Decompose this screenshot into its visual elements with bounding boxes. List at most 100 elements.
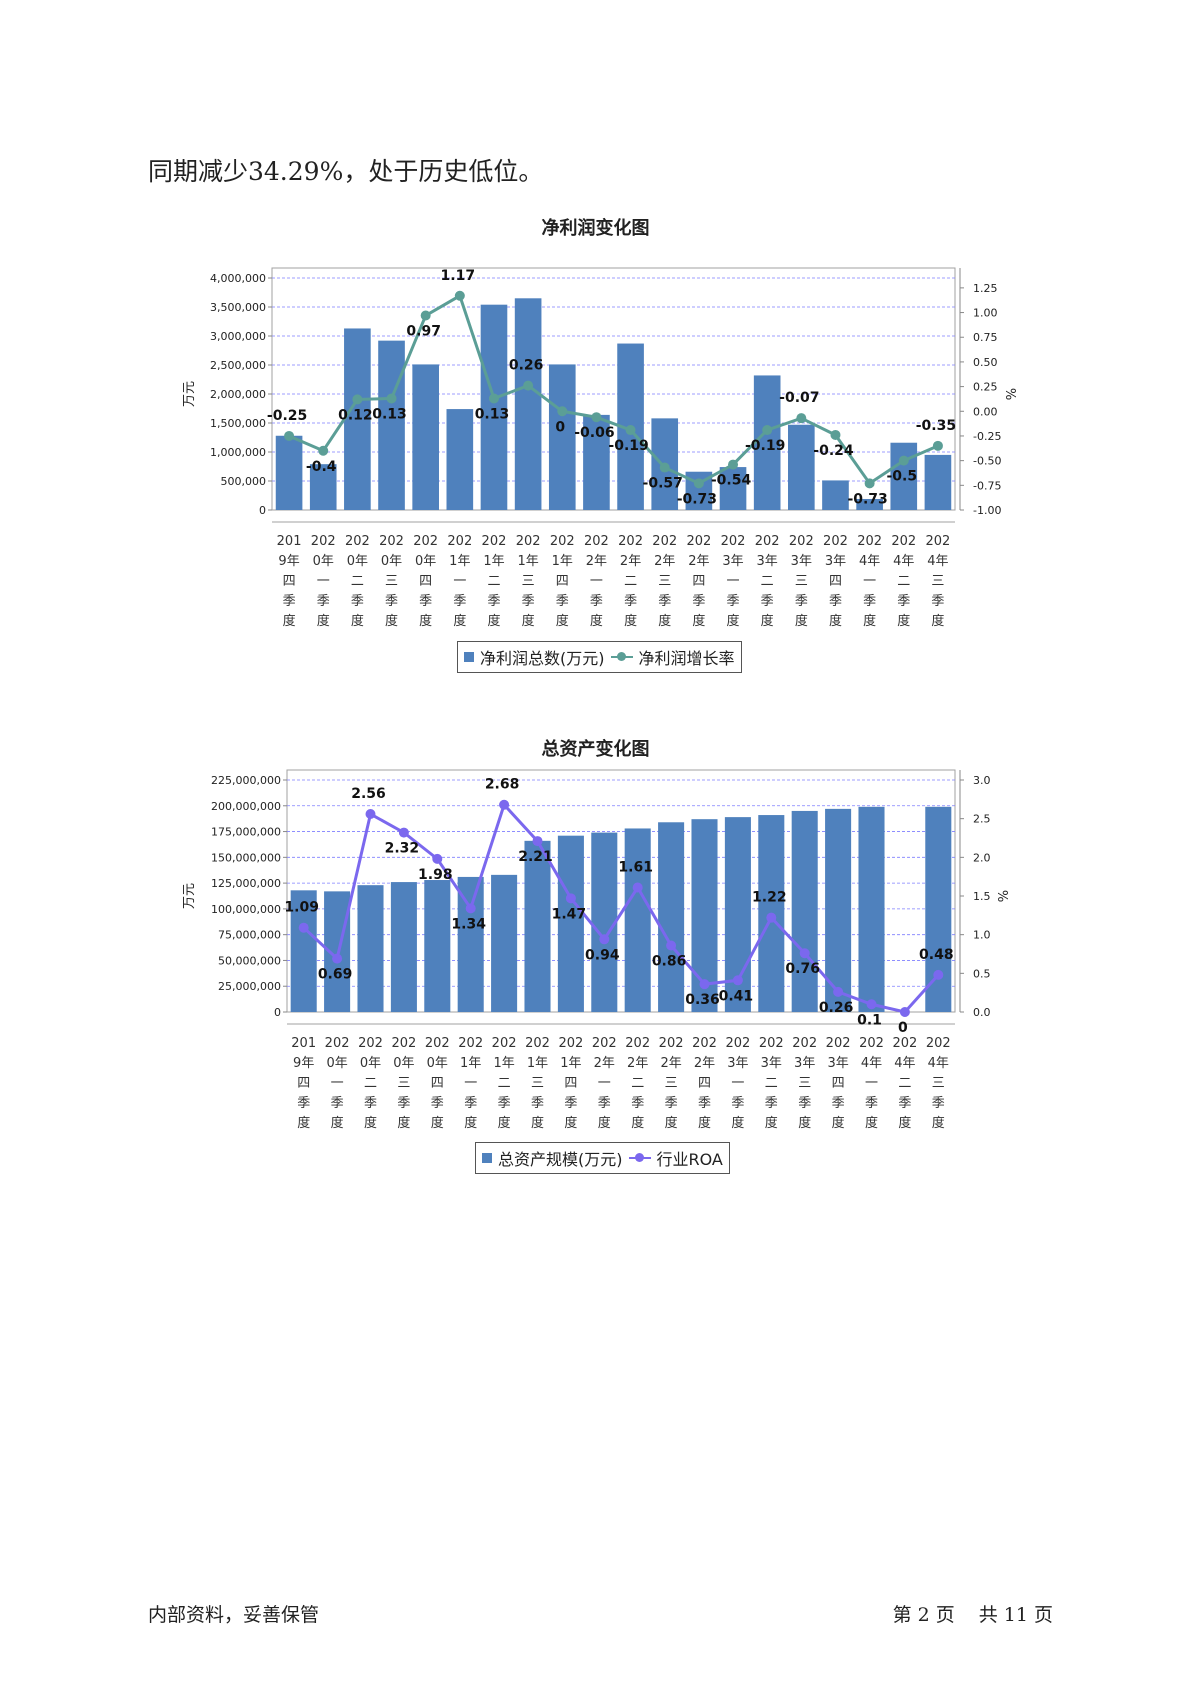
data-label: -0.4 — [306, 459, 337, 475]
category-label: 202 2年一季度 — [592, 1036, 617, 1131]
category-label: 202 2年四季度 — [692, 1036, 717, 1131]
line-point — [532, 836, 543, 847]
data-label: 0.48 — [919, 947, 954, 963]
category-label: 202 2年二季度 — [625, 1036, 650, 1131]
data-label: -0.73 — [847, 491, 887, 507]
bar — [791, 810, 818, 1012]
data-label: 0.94 — [585, 947, 620, 963]
bar — [378, 340, 405, 510]
legend-line-swatch — [628, 1152, 651, 1164]
left-axis-title: 万元 — [182, 883, 197, 909]
bar — [856, 498, 883, 510]
data-label: 1.98 — [418, 867, 453, 883]
data-label: 0.1 — [857, 1012, 882, 1028]
right-axis-tick-label: -0.75 — [973, 479, 1001, 492]
left-axis-tick-label: 225,000,000 — [211, 774, 281, 787]
category-label: 202 0年二季度 — [358, 1036, 383, 1131]
category-label: 202 1年四季度 — [558, 1036, 583, 1131]
left-axis-tick-label: 1,500,000 — [210, 417, 266, 430]
category-label: 202 4年一季度 — [857, 534, 882, 629]
footer-page-info: 第 2 页 共 11 页 — [893, 1600, 1053, 1627]
line-point — [766, 912, 777, 923]
left-axis-tick-label: 200,000,000 — [211, 800, 281, 813]
line-point — [565, 893, 576, 904]
bar — [719, 467, 747, 510]
bar — [583, 414, 610, 510]
bar — [446, 409, 474, 510]
category-label: 202 4年二季度 — [892, 1036, 917, 1131]
data-label: 1.09 — [284, 900, 319, 916]
line-point — [899, 1007, 910, 1017]
data-label: 1.34 — [451, 916, 486, 932]
right-axis-tick-label: 1.25 — [973, 282, 998, 295]
category-label: 202 3年三季度 — [792, 1036, 817, 1131]
data-label: 0.26 — [819, 1000, 854, 1016]
category-label: 202 1年一季度 — [458, 1036, 483, 1131]
series-line — [288, 293, 939, 486]
line-point — [318, 445, 329, 456]
line-point — [762, 425, 773, 436]
category-label: 202 1年三季度 — [516, 534, 541, 629]
data-label: 0.13 — [475, 406, 510, 422]
category-label: 202 1年三季度 — [525, 1036, 550, 1131]
bar — [309, 464, 337, 510]
line-point — [898, 455, 909, 466]
line-point — [298, 922, 309, 933]
data-label: 0.97 — [406, 324, 441, 340]
line-point — [332, 953, 343, 964]
data-label: -0.24 — [813, 443, 854, 459]
bar — [480, 304, 508, 510]
category-label: 202 4年二季度 — [891, 534, 916, 629]
line-point — [499, 799, 510, 810]
right-axis-tick-label: 2.5 — [973, 813, 991, 826]
line-point — [732, 975, 743, 986]
data-label: 0.41 — [719, 988, 754, 1004]
line-point — [365, 809, 376, 820]
data-label: 0.12 — [338, 407, 373, 423]
right-axis-title: % — [1005, 388, 1020, 400]
line-point — [599, 934, 610, 945]
right-axis-tick-label: 0.5 — [973, 967, 991, 980]
category-label: 202 4年三季度 — [926, 534, 951, 629]
legend-line-label: 净利润增长率 — [638, 649, 735, 668]
line-point — [866, 999, 877, 1010]
category-label: 202 0年一季度 — [325, 1036, 350, 1131]
bar — [658, 822, 685, 1012]
line-point — [830, 429, 841, 440]
category-label: 202 3年四季度 — [826, 1036, 851, 1131]
left-axis-title: 万元 — [182, 381, 197, 407]
category-label: 202 0年四季度 — [425, 1036, 450, 1131]
category-label: 202 2年三季度 — [652, 534, 677, 629]
left-axis-tick-label: 175,000,000 — [211, 826, 281, 839]
right-axis-tick-label: 0.50 — [973, 356, 998, 369]
bar — [753, 375, 781, 510]
category-label: 202 3年一季度 — [725, 1036, 750, 1131]
bar — [822, 480, 849, 510]
line-point — [632, 882, 643, 893]
category-label: 202 1年四季度 — [550, 534, 575, 629]
category-label: 202 1年二季度 — [482, 534, 507, 629]
right-axis-tick-label: 0.00 — [973, 405, 998, 418]
left-axis-tick-label: 125,000,000 — [211, 877, 281, 890]
data-label: -0.19 — [608, 438, 648, 454]
left-axis-tick-label: 3,500,000 — [210, 301, 266, 314]
line-point — [659, 462, 670, 473]
bar — [524, 840, 551, 1012]
category-label: 202 4年三季度 — [926, 1036, 951, 1131]
data-label: -0.54 — [711, 473, 752, 489]
data-label: 2.32 — [385, 841, 420, 857]
legend-bar-label: 净利润总数(万元) — [480, 649, 605, 668]
left-axis-tick-label: 0 — [259, 504, 266, 517]
data-label: 2.56 — [351, 786, 386, 802]
bar — [514, 298, 542, 510]
line-point — [591, 412, 602, 423]
data-label: -0.06 — [574, 425, 614, 441]
data-label: 1.61 — [618, 859, 653, 875]
bar — [424, 880, 451, 1012]
bar — [591, 832, 618, 1012]
line-point — [799, 948, 810, 959]
line-point — [420, 310, 431, 321]
left-axis-tick-label: 0 — [274, 1006, 281, 1019]
line-point — [352, 394, 363, 405]
bar — [924, 454, 952, 510]
